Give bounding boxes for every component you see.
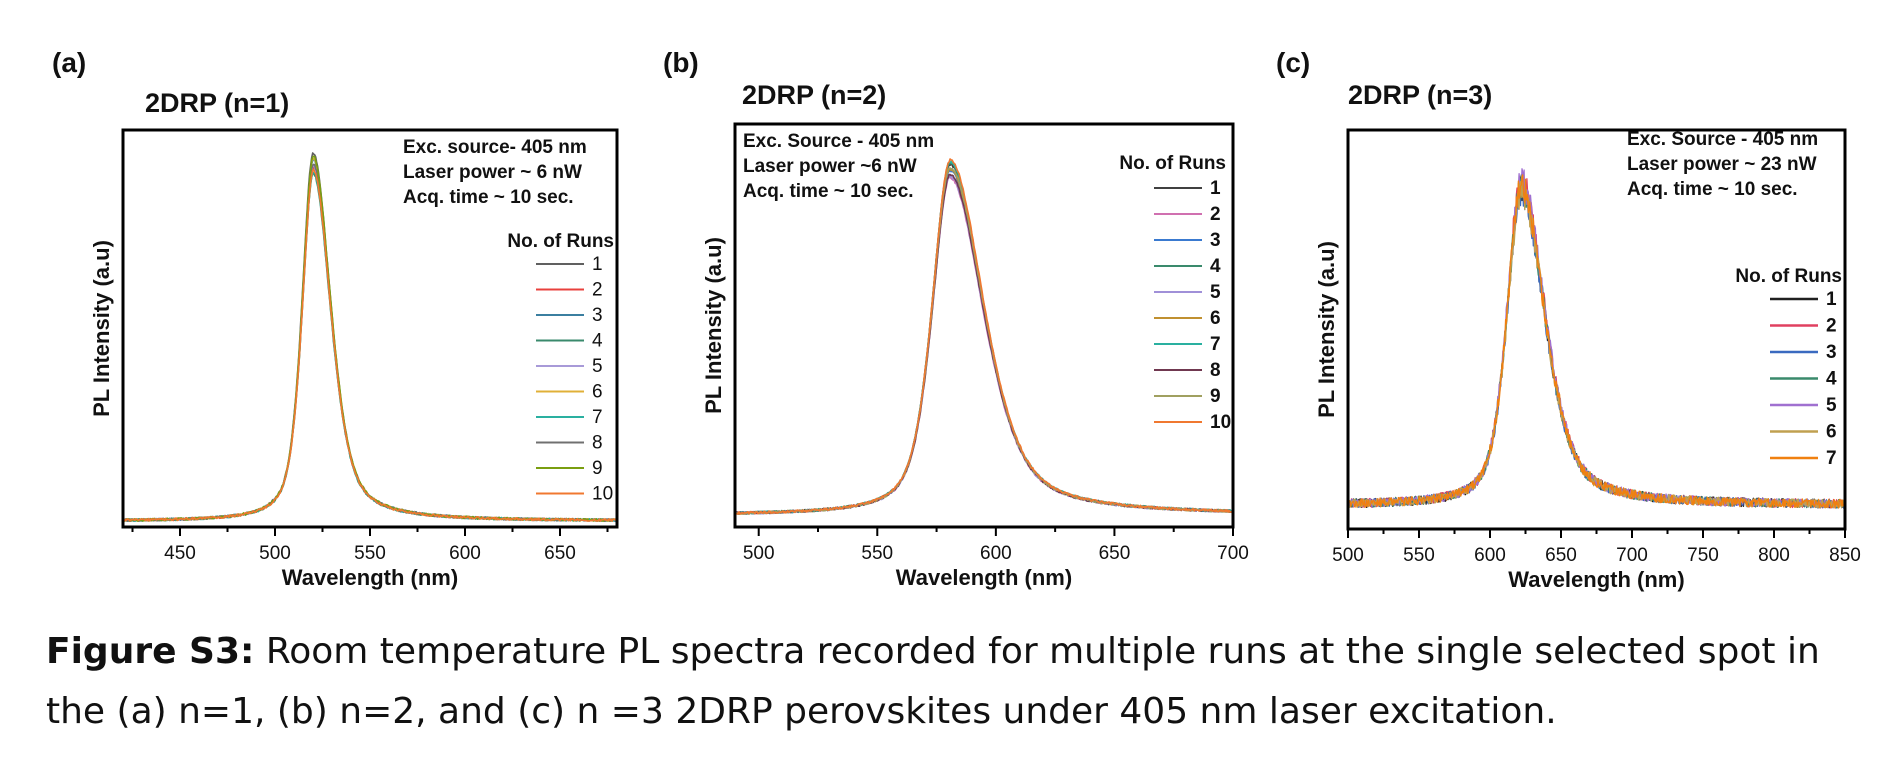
series-line-run-4: [735, 161, 1233, 515]
annotation-text: Exc. Source - 405 nm: [743, 131, 934, 152]
y-axis-label: PL Intensity (a.u): [701, 237, 726, 414]
legend-label-run-8: 8: [1210, 360, 1221, 381]
legend-label-run-2: 2: [1210, 204, 1221, 225]
x-tick-label: 500: [259, 543, 291, 564]
x-tick-label: 500: [743, 543, 775, 564]
y-axis-label: PL Intensity (a.u): [1314, 241, 1339, 418]
chart-title: 2DRP (n=1): [145, 88, 289, 118]
legend-label-run-4: 4: [1210, 256, 1221, 277]
legend-label-run-2: 2: [1826, 316, 1837, 337]
x-axis-label: Wavelength (nm): [282, 565, 458, 590]
legend-label-run-10: 10: [1210, 412, 1231, 433]
x-tick-label: 650: [1545, 545, 1577, 566]
legend-label-run-2: 2: [592, 280, 603, 301]
legend-label-run-5: 5: [1210, 282, 1221, 303]
legend-label-run-3: 3: [1210, 230, 1221, 251]
annotation-text: Laser power ~ 6 nW: [403, 162, 582, 183]
x-tick-label: 800: [1758, 545, 1790, 566]
series-line-run-6: [735, 167, 1233, 515]
x-axis-label: Wavelength (nm): [896, 565, 1072, 590]
series-line-run-6: [123, 156, 617, 522]
legend-label-run-5: 5: [592, 356, 603, 377]
series-line-run-10: [123, 168, 617, 523]
series-line-run-9: [123, 155, 617, 522]
legend-title: No. of Runs: [1735, 266, 1842, 287]
chart-title: 2DRP (n=2): [742, 80, 886, 110]
legend-label-run-9: 9: [1210, 386, 1221, 407]
legend-label-run-6: 6: [1826, 422, 1837, 443]
annotation-text: Acq. time ~ 10 sec.: [403, 187, 574, 208]
legend-label-run-4: 4: [1826, 369, 1837, 390]
series-line-run-10: [735, 158, 1233, 515]
legend-label-run-6: 6: [592, 382, 603, 403]
x-tick-label: 700: [1616, 545, 1648, 566]
x-tick-label: 600: [1474, 545, 1506, 566]
x-tick-label: 500: [1332, 545, 1364, 566]
legend-label-run-8: 8: [592, 433, 603, 454]
x-tick-label: 650: [544, 543, 576, 564]
legend-label-run-3: 3: [1826, 342, 1837, 363]
x-tick-label: 550: [1403, 545, 1435, 566]
panel-label: (a): [52, 47, 86, 78]
legend-title: No. of Runs: [1119, 153, 1226, 174]
figure-caption: Figure S3: Room temperature PL spectra r…: [46, 622, 1866, 742]
x-axis-label: Wavelength (nm): [1508, 567, 1684, 592]
x-tick-label: 450: [164, 543, 196, 564]
caption-label: Figure S3:: [46, 631, 255, 672]
annotation-text: Laser power ~ 23 nW: [1627, 154, 1817, 175]
annotation-text: Exc. source- 405 nm: [403, 137, 587, 158]
caption-text: Room temperature PL spectra recorded for…: [46, 631, 1820, 732]
legend-label-run-7: 7: [1210, 334, 1221, 355]
x-tick-label: 600: [449, 543, 481, 564]
series-line-run-7: [1348, 174, 1845, 509]
chart-title: 2DRP (n=3): [1348, 80, 1492, 110]
legend-label-run-1: 1: [1210, 178, 1221, 199]
x-tick-label: 750: [1687, 545, 1719, 566]
panel-label: (c): [1276, 47, 1310, 78]
x-tick-label: 550: [354, 543, 386, 564]
series-line-run-3: [735, 169, 1233, 515]
x-tick-label: 650: [1099, 543, 1131, 564]
panel-label: (b): [663, 47, 699, 78]
x-tick-label: 600: [980, 543, 1012, 564]
annotation-text: Acq. time ~ 10 sec.: [743, 181, 914, 202]
legend-label-run-9: 9: [592, 458, 603, 479]
legend-label-run-5: 5: [1826, 395, 1837, 416]
legend-label-run-7: 7: [1826, 448, 1837, 469]
legend-title: No. of Runs: [507, 231, 614, 252]
series-line-run-9: [735, 167, 1233, 515]
legend-label-run-6: 6: [1210, 308, 1221, 329]
y-axis-label: PL Intensity (a.u): [89, 240, 114, 417]
plot-frame: [733, 122, 1235, 529]
annotation-text: Acq. time ~ 10 sec.: [1627, 179, 1798, 200]
legend-label-run-1: 1: [1826, 289, 1837, 310]
legend-label-run-1: 1: [592, 254, 603, 275]
x-tick-label: 700: [1217, 543, 1249, 564]
x-tick-label: 550: [861, 543, 893, 564]
series-line-run-2: [735, 176, 1233, 515]
annotation-text: Laser power ~6 nW: [743, 156, 917, 177]
x-tick-label: 850: [1829, 545, 1861, 566]
series-line-run-1: [735, 163, 1233, 515]
legend-label-run-4: 4: [592, 331, 603, 352]
series-line-run-1: [123, 152, 617, 522]
legend-label-run-7: 7: [592, 407, 603, 428]
legend-label-run-10: 10: [592, 484, 613, 505]
annotation-text: Exc. Source - 405 nm: [1627, 129, 1818, 150]
legend-label-run-3: 3: [592, 305, 603, 326]
